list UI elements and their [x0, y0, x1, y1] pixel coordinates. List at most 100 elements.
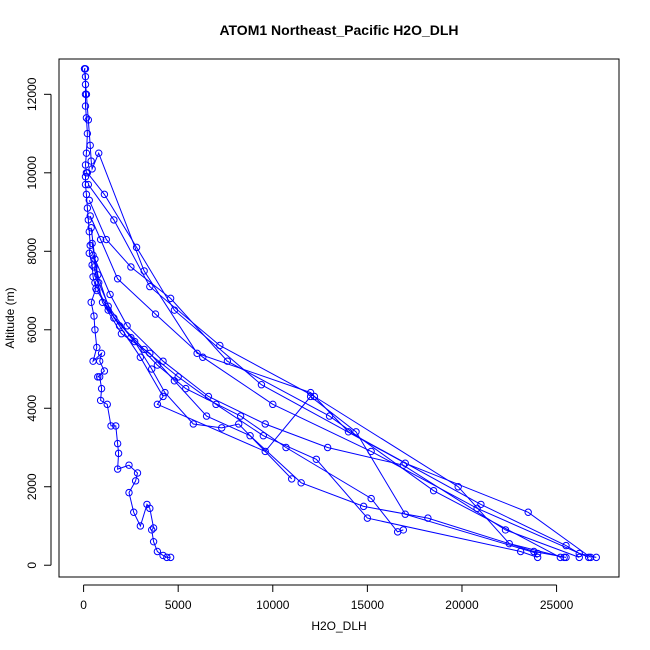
data-point: [94, 373, 102, 381]
data-point: [146, 282, 154, 291]
data-point: [399, 461, 408, 469]
data-point: [429, 486, 438, 495]
data-point: [112, 422, 120, 430]
data-point: [88, 239, 96, 248]
data-point: [130, 337, 139, 346]
data-point: [166, 553, 175, 562]
data-point: [259, 432, 268, 440]
data-point: [89, 251, 97, 259]
data-point: [235, 420, 243, 428]
data-point: [133, 469, 142, 477]
x-tick-label: 5000: [165, 598, 192, 612]
data-point: [261, 447, 269, 456]
data-point: [125, 488, 133, 497]
data-point: [80, 65, 89, 73]
data-point: [323, 443, 332, 452]
data-point: [149, 537, 158, 546]
data-point: [82, 190, 91, 199]
data-point: [83, 204, 92, 212]
data-point: [153, 547, 162, 556]
data-point: [148, 526, 156, 534]
data-point: [533, 549, 542, 558]
data-point: [216, 341, 224, 350]
data-point: [113, 275, 122, 283]
x-axis: 0 5000 10000 15000 20000 25000: [80, 584, 574, 612]
data-point: [91, 326, 99, 334]
series-line: [87, 172, 591, 558]
y-tick-label: 0: [25, 562, 39, 569]
data-point: [88, 165, 96, 173]
data-point: [96, 396, 105, 405]
x-tick-label: 15000: [351, 598, 385, 612]
data-point: [575, 553, 583, 562]
data-point: [148, 365, 156, 373]
data-point: [153, 400, 162, 409]
data-point: [84, 180, 93, 189]
data-point: [246, 432, 254, 440]
data-point: [367, 494, 375, 503]
data-point: [193, 349, 201, 358]
data-point: [202, 412, 211, 420]
data-point: [100, 367, 109, 375]
data-point: [140, 345, 148, 354]
data-point: [90, 312, 98, 320]
data-point: [560, 553, 568, 562]
data-point: [89, 357, 97, 365]
y-tick-label: 8000: [25, 238, 39, 265]
data-point: [182, 384, 190, 393]
data-point: [575, 549, 583, 558]
data-point: [477, 500, 485, 509]
series-line: [94, 282, 293, 480]
series-line: [84, 68, 597, 558]
series-line: [88, 200, 561, 558]
series-11: [93, 286, 542, 558]
data-point: [212, 400, 220, 409]
y-tick-label: 12000: [25, 77, 39, 111]
series-10: [91, 278, 296, 483]
data-point: [97, 349, 106, 358]
data-point: [363, 514, 372, 522]
data-point: [161, 388, 169, 397]
data-point: [81, 102, 90, 110]
data-point: [93, 286, 101, 295]
series-layer: [80, 65, 600, 562]
data-point: [236, 412, 245, 420]
data-point: [136, 353, 145, 361]
data-point: [85, 227, 93, 236]
data-point: [127, 263, 135, 271]
data-point: [399, 526, 408, 534]
data-point: [143, 500, 151, 509]
data-point: [83, 129, 92, 138]
data-point: [115, 322, 124, 330]
x-tick-label: 10000: [256, 598, 290, 612]
data-point: [189, 420, 198, 428]
data-point: [113, 465, 122, 473]
data-point: [159, 392, 167, 401]
series-line: [90, 227, 580, 558]
data-point: [352, 428, 360, 436]
data-point: [104, 306, 112, 314]
series-3: [84, 180, 568, 562]
y-tick-label: 6000: [25, 316, 39, 343]
series-2: [83, 169, 595, 562]
data-point: [102, 235, 110, 244]
data-point: [218, 424, 226, 432]
data-point: [223, 357, 232, 365]
data-point: [163, 553, 171, 562]
data-point: [86, 212, 94, 220]
series-line: [83, 68, 171, 558]
data-point: [257, 381, 266, 389]
data-point: [81, 161, 90, 169]
data-point: [114, 449, 123, 458]
data-point: [312, 455, 320, 463]
data-point: [110, 216, 118, 224]
x-tick-label: 25000: [540, 598, 574, 612]
data-point: [524, 508, 532, 516]
data-point: [87, 157, 95, 165]
data-point: [174, 373, 182, 381]
data-point: [533, 553, 542, 562]
data-point: [170, 377, 179, 385]
y-tick-label: 2000: [25, 473, 39, 500]
